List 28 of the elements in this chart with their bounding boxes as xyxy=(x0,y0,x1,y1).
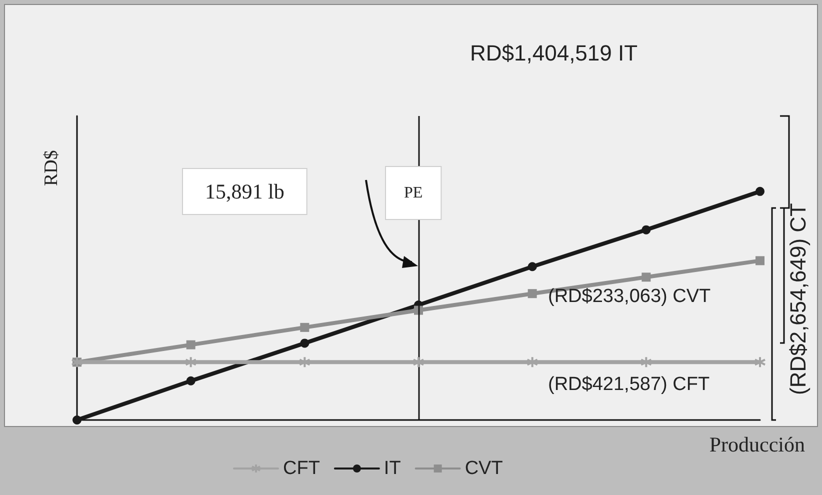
annotation: (RD$421,587) CFT xyxy=(548,374,710,395)
annotation: (RD$233,063) CVT xyxy=(548,286,712,307)
point xyxy=(754,356,766,368)
legend-label: CFT xyxy=(283,458,320,479)
point xyxy=(640,356,652,368)
point xyxy=(298,356,311,368)
point xyxy=(186,376,196,386)
point xyxy=(642,225,651,234)
point xyxy=(528,289,537,298)
point xyxy=(756,256,764,266)
point xyxy=(526,356,538,368)
point xyxy=(184,356,197,368)
point xyxy=(300,338,310,348)
y-axis-title: RD$ xyxy=(41,150,62,186)
annotation: PE xyxy=(404,184,423,202)
point xyxy=(756,186,764,196)
legend-label: CVT xyxy=(464,458,504,479)
text: (RD$2,654,649) CT xyxy=(786,203,810,395)
point xyxy=(642,272,651,282)
text: RD$1,404,519 IT xyxy=(470,40,638,66)
annotation: 15,891 lb xyxy=(205,180,284,204)
point xyxy=(300,322,310,332)
point xyxy=(528,262,537,272)
point xyxy=(412,356,424,368)
point xyxy=(72,416,82,424)
point xyxy=(186,340,196,350)
legend-label: IT xyxy=(384,458,402,479)
x-axis-title: Producción xyxy=(709,432,806,456)
